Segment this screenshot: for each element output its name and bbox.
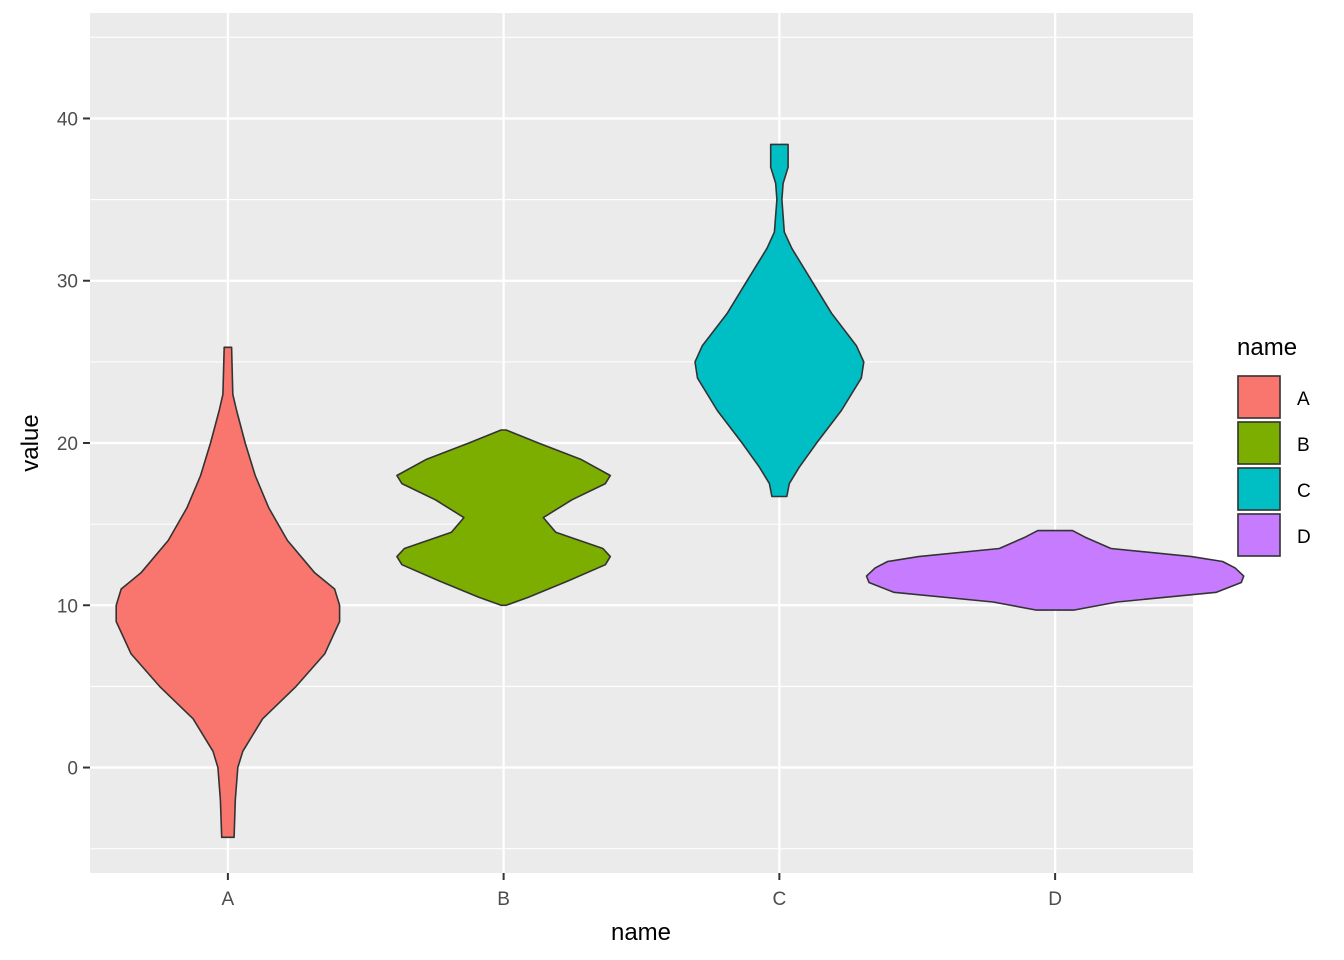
x-tick-label: D (1048, 889, 1062, 910)
y-axis: 0 10 20 30 40 (57, 109, 90, 780)
legend-key-a (1237, 375, 1281, 419)
y-tick-label: 20 (57, 434, 78, 455)
violin-b (396, 429, 612, 607)
x-tick-label: B (497, 889, 510, 910)
y-tick-label: 40 (57, 109, 78, 130)
legend-title: name (1237, 334, 1297, 361)
violin-a (115, 346, 341, 839)
x-tick-label: A (222, 889, 235, 910)
x-axis: A B C D (222, 873, 1062, 910)
y-axis-title: value (17, 414, 44, 471)
y-tick-label: 0 (67, 759, 78, 780)
violins (115, 143, 1245, 839)
legend-key-b (1237, 421, 1281, 465)
legend-label: A (1297, 389, 1310, 410)
legend: name A B C D (1237, 334, 1311, 557)
y-tick-label: 10 (57, 596, 78, 617)
legend-label: D (1297, 527, 1311, 548)
violin-c (694, 143, 865, 498)
legend-label: B (1297, 435, 1310, 456)
legend-label: C (1297, 481, 1311, 502)
y-tick-label: 30 (57, 272, 78, 293)
x-tick-label: C (773, 889, 787, 910)
legend-key-c (1237, 467, 1281, 511)
violin-d (865, 529, 1245, 611)
x-axis-title: name (611, 919, 671, 946)
legend-key-d (1237, 513, 1281, 557)
